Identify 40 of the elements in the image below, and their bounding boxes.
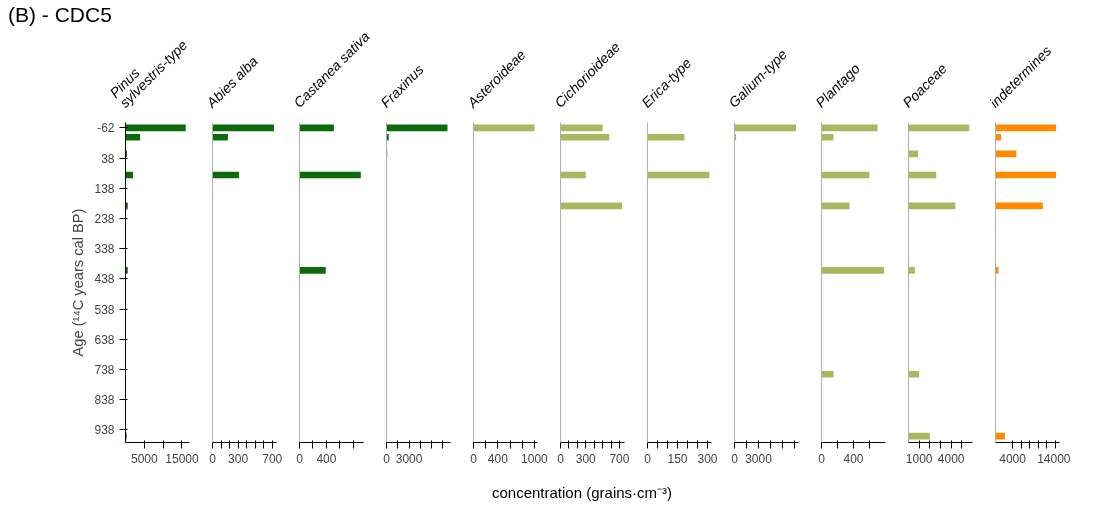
y-tick-label: 638 bbox=[94, 332, 115, 347]
y-tick-label: 38 bbox=[101, 151, 115, 166]
x-tick-label: 400 bbox=[487, 451, 509, 466]
x-tick-label: 400 bbox=[843, 451, 864, 466]
text: (B) - CDC5 bbox=[8, 2, 112, 28]
y-tick-label: 538 bbox=[94, 302, 115, 317]
x-tick-label: 150 bbox=[667, 451, 688, 466]
y-tick-label: 338 bbox=[94, 242, 115, 257]
y-tick-label: 738 bbox=[94, 362, 115, 377]
x-tick-label: 0 bbox=[470, 451, 478, 466]
x-tick-label: 14000 bbox=[1037, 451, 1071, 466]
x-tick-label: 0 bbox=[644, 451, 652, 466]
x-tick-label: 15000 bbox=[165, 451, 199, 466]
y-tick-label: 138 bbox=[94, 181, 115, 196]
x-tick-label: 400 bbox=[316, 451, 337, 466]
y-tick-label: 438 bbox=[94, 272, 115, 287]
y-tick-label: 938 bbox=[94, 423, 115, 438]
x-tick-label: 0 bbox=[818, 451, 826, 466]
x-tick-label: 700 bbox=[262, 451, 283, 466]
x-tick-label: 0 bbox=[557, 451, 565, 466]
x-tick-label: 0 bbox=[209, 451, 217, 466]
x-tick-label: 1000 bbox=[521, 451, 549, 466]
y-tick-label: 838 bbox=[94, 393, 115, 408]
x-tick-label: 300 bbox=[575, 451, 597, 466]
y-tick-label: 238 bbox=[94, 212, 115, 226]
y-tick-label: -62 bbox=[97, 121, 115, 136]
x-tick-label: 0 bbox=[296, 451, 304, 466]
y-axis-title: Age (¹⁴C years cal BP) bbox=[70, 208, 87, 357]
x-tick-label: 4000 bbox=[937, 451, 965, 466]
x-tick-label: 0 bbox=[731, 451, 739, 466]
x-tick-label: 4000 bbox=[999, 451, 1027, 466]
x-tick-label: 300 bbox=[697, 451, 718, 466]
x-tick-label: 0 bbox=[383, 451, 391, 466]
x-tick-label: 1000 bbox=[905, 451, 933, 466]
x-tick-label: 3000 bbox=[395, 451, 423, 466]
x-tick-label: 300 bbox=[228, 451, 249, 466]
x-tick-label: 3000 bbox=[745, 451, 773, 466]
x-axis-title: concentration (grains·cm⁻³) bbox=[492, 483, 673, 503]
x-tick-label: 5000 bbox=[130, 451, 158, 466]
x-tick-label: 700 bbox=[609, 451, 630, 466]
